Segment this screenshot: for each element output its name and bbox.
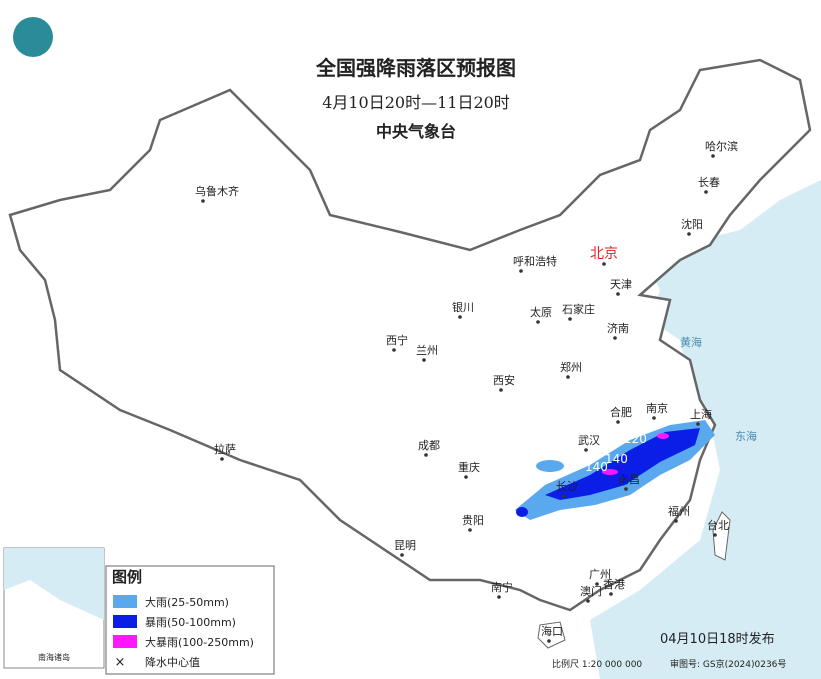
city-dot [201,199,205,203]
rain-center-value: 120 [624,432,647,446]
city-label: 南昌 [618,473,640,486]
city-dot [220,457,224,461]
city-label: 南京 [646,401,668,415]
rain-center-value: 140 [605,452,628,466]
city-label: 呼和浩特 [513,254,557,268]
legend-label: 暴雨(50-100mm) [145,616,236,629]
city-dot [519,269,523,273]
city-label: 海口 [541,624,563,638]
city-dot [392,348,396,352]
sea-label: 黄海 [680,335,702,349]
subtitle: 4月10日20时—11日20时 [322,93,510,112]
legend-label: 大雨(25-50mm) [145,595,229,609]
city-label: 台北 [707,518,729,532]
city-label: 沈阳 [681,217,703,231]
city-label: 重庆 [458,460,480,474]
legend-swatch [113,595,137,608]
city-label: 上海 [690,407,712,421]
city-dot [497,595,501,599]
city-dot [687,232,691,236]
city-label: 长春 [698,176,720,189]
severe-rainstorm-area [602,469,618,475]
city-dot [458,315,462,319]
city-label: 西宁 [386,333,408,347]
city-dot [400,553,404,557]
issued-time: 04月10日18时发布 [660,631,775,647]
approval: 审图号: GS京(2024)0236号 [670,658,786,670]
city-dot [562,494,566,498]
legend-label: 降水中心值 [145,655,200,669]
city-dot [586,599,590,603]
logo [13,17,53,57]
city-dot [536,320,540,324]
city-label: 合肥 [610,405,632,419]
rainstorm-area [545,428,700,500]
city-label: 石家庄 [562,302,595,316]
city-dot [609,592,613,596]
city-label: 银川 [452,300,474,314]
sea-label: 东海 [735,429,757,443]
city-label: 南宁 [491,580,513,594]
city-label: 乌鲁木齐 [195,184,239,198]
city-dot [602,262,606,266]
city-label: 西安 [493,373,515,387]
city-dot [568,317,572,321]
city-dot [547,639,551,643]
city-label: 北京 [590,246,618,262]
city-label: 福州 [668,504,690,518]
taiwan [712,511,731,561]
rainstorm-area [536,460,564,472]
city-label: 澳门 [580,584,602,598]
city-label: 昆明 [394,539,416,552]
rainstorm-area [516,507,528,517]
legend-title: 图例 [112,568,142,586]
city-label: 济南 [607,321,629,335]
inset-label: 南海诸岛 [38,652,70,662]
city-label: 郑州 [560,360,582,374]
city-label: 太原 [530,306,552,319]
city-label: 贵阳 [462,514,484,527]
city-dot [613,336,617,340]
legend-label: 大暴雨(100-250mm) [145,635,254,649]
city-label: 广州 [589,568,611,581]
legend-swatch [113,635,137,648]
rain-center-value: 140 [585,460,608,474]
city-label: 天津 [610,278,632,291]
city-label: 拉萨 [214,442,236,456]
title: 全国强降雨落区预报图 [315,56,516,80]
city-dot [422,358,426,362]
city-dot [624,487,628,491]
city-dot [464,475,468,479]
agency: 中央气象台 [376,122,456,141]
city-label: 成都 [418,439,440,452]
city-dot [616,292,620,296]
city-dot [704,190,708,194]
city-dot [713,533,717,537]
legend-marker: × [115,655,126,670]
city-dot [424,453,428,457]
city-dot [711,154,715,158]
severe-rainstorm-area [657,433,669,439]
city-label: 香港 [603,578,625,591]
inset-sea [4,548,104,620]
city-label: 武汉 [578,434,600,447]
city-dot [468,528,472,532]
city-dot [616,420,620,424]
city-dot [584,448,588,452]
legend-swatch [113,615,137,628]
city-dot [595,582,599,586]
hainan [537,621,566,649]
city-dot [674,519,678,523]
city-dot [499,388,503,392]
sea [590,180,821,679]
city-label: 兰州 [416,344,438,357]
city-dot [652,416,656,420]
scale: 比例尺 1:20 000 000 [552,658,642,670]
city-label: 长沙 [556,480,578,493]
city-label: 哈尔滨 [705,139,738,153]
city-dot [696,422,700,426]
city-dot [566,375,570,379]
